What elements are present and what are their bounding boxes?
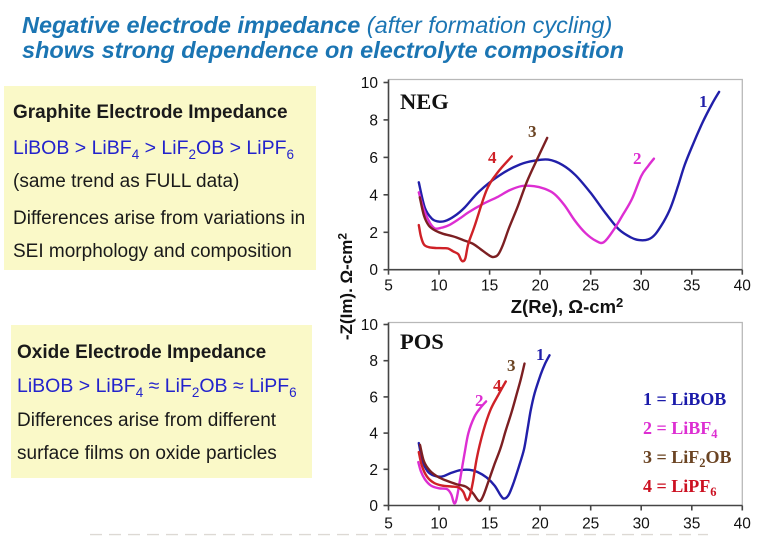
svg-text:4 = LiPF6: 4 = LiPF6 <box>643 476 717 499</box>
svg-text:10: 10 <box>430 278 448 295</box>
svg-text:Z(Re), Ω-cm2: Z(Re), Ω-cm2 <box>511 295 624 317</box>
svg-text:20: 20 <box>531 516 549 533</box>
svg-text:-Z(Im). Ω-cm2: -Z(Im). Ω-cm2 <box>336 233 357 341</box>
svg-text:POS: POS <box>400 329 444 354</box>
svg-text:40: 40 <box>734 278 752 295</box>
svg-text:3: 3 <box>507 356 516 375</box>
svg-text:10: 10 <box>361 75 379 92</box>
svg-text:1 = LiBOB: 1 = LiBOB <box>643 389 726 409</box>
svg-text:2: 2 <box>369 462 378 479</box>
svg-text:30: 30 <box>633 278 651 295</box>
svg-text:15: 15 <box>481 516 498 533</box>
svg-text:40: 40 <box>734 516 752 533</box>
svg-text:0: 0 <box>369 498 378 515</box>
svg-text:1: 1 <box>699 92 708 111</box>
svg-text:8: 8 <box>369 112 378 129</box>
svg-text:0: 0 <box>369 262 378 279</box>
svg-text:4: 4 <box>369 426 378 443</box>
svg-text:8: 8 <box>369 353 378 370</box>
svg-text:6: 6 <box>369 389 378 406</box>
svg-text:5: 5 <box>384 516 393 533</box>
svg-text:1: 1 <box>536 345 545 364</box>
svg-text:35: 35 <box>683 278 700 295</box>
svg-text:10: 10 <box>430 516 448 533</box>
svg-text:4: 4 <box>369 187 378 204</box>
svg-text:3: 3 <box>528 122 537 141</box>
svg-text:25: 25 <box>582 516 599 533</box>
svg-text:4: 4 <box>493 376 502 395</box>
svg-text:2: 2 <box>369 225 378 242</box>
svg-text:25: 25 <box>582 278 599 295</box>
svg-text:NEG: NEG <box>400 89 449 114</box>
svg-text:10: 10 <box>361 317 379 334</box>
svg-text:2: 2 <box>475 391 484 410</box>
svg-text:3 = LiF2OB: 3 = LiF2OB <box>643 447 732 470</box>
svg-text:6: 6 <box>369 150 378 167</box>
svg-text:4: 4 <box>488 148 497 167</box>
svg-text:35: 35 <box>683 516 700 533</box>
svg-text:20: 20 <box>531 278 549 295</box>
svg-text:15: 15 <box>481 278 498 295</box>
svg-text:2: 2 <box>633 149 642 168</box>
svg-text:30: 30 <box>633 516 651 533</box>
svg-text:5: 5 <box>384 278 393 295</box>
svg-text:2 = LiBF4: 2 = LiBF4 <box>643 418 718 441</box>
